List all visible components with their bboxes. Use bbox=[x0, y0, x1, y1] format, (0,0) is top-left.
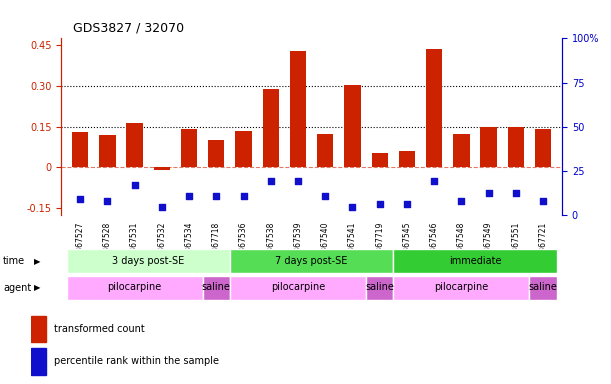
Bar bbox=[230, 276, 366, 300]
Bar bbox=[344, 84, 360, 167]
Point bbox=[266, 178, 276, 184]
Bar bbox=[530, 276, 557, 300]
Bar bbox=[181, 129, 197, 167]
Bar bbox=[126, 122, 143, 167]
Point bbox=[511, 190, 521, 196]
Point bbox=[456, 199, 466, 205]
Text: GDS3827 / 32070: GDS3827 / 32070 bbox=[73, 22, 185, 35]
Text: transformed count: transformed count bbox=[54, 324, 145, 334]
Point bbox=[293, 178, 303, 184]
Bar bbox=[31, 316, 46, 342]
Bar bbox=[399, 151, 415, 167]
Point bbox=[103, 199, 112, 205]
Point bbox=[348, 204, 357, 210]
Point bbox=[184, 193, 194, 199]
Bar bbox=[235, 131, 252, 167]
Text: saline: saline bbox=[202, 283, 231, 293]
Point bbox=[320, 193, 330, 199]
Point bbox=[75, 196, 85, 202]
Point bbox=[402, 201, 412, 207]
Text: immediate: immediate bbox=[448, 256, 501, 266]
Bar bbox=[317, 134, 334, 167]
Bar bbox=[371, 152, 388, 167]
Point bbox=[130, 182, 139, 188]
Bar bbox=[366, 276, 393, 300]
Bar bbox=[67, 276, 203, 300]
Bar bbox=[508, 127, 524, 167]
Bar bbox=[72, 132, 89, 167]
Text: time: time bbox=[3, 256, 25, 266]
Point bbox=[375, 201, 384, 207]
Text: pilocarpine: pilocarpine bbox=[108, 283, 162, 293]
Point bbox=[484, 190, 494, 196]
Bar bbox=[480, 127, 497, 167]
Bar bbox=[393, 249, 557, 273]
Text: 7 days post-SE: 7 days post-SE bbox=[276, 256, 348, 266]
Point bbox=[157, 204, 167, 210]
Bar bbox=[154, 167, 170, 170]
Bar bbox=[67, 249, 230, 273]
Bar bbox=[31, 348, 46, 375]
Text: ▶: ▶ bbox=[34, 257, 40, 266]
Bar bbox=[203, 276, 230, 300]
Text: 3 days post-SE: 3 days post-SE bbox=[112, 256, 185, 266]
Bar bbox=[230, 249, 393, 273]
Bar bbox=[290, 51, 306, 167]
Text: percentile rank within the sample: percentile rank within the sample bbox=[54, 356, 219, 366]
Text: saline: saline bbox=[365, 283, 394, 293]
Bar bbox=[535, 129, 551, 167]
Bar bbox=[453, 134, 469, 167]
Text: pilocarpine: pilocarpine bbox=[271, 283, 325, 293]
Text: agent: agent bbox=[3, 283, 31, 293]
Text: pilocarpine: pilocarpine bbox=[434, 283, 489, 293]
Bar bbox=[426, 49, 442, 167]
Point bbox=[211, 193, 221, 199]
Text: ▶: ▶ bbox=[34, 283, 40, 293]
Point bbox=[239, 193, 249, 199]
Point bbox=[430, 178, 439, 184]
Bar bbox=[263, 89, 279, 167]
Point bbox=[538, 199, 548, 205]
Text: saline: saline bbox=[529, 283, 557, 293]
Bar bbox=[393, 276, 530, 300]
Bar bbox=[99, 135, 115, 167]
Bar bbox=[208, 140, 224, 167]
